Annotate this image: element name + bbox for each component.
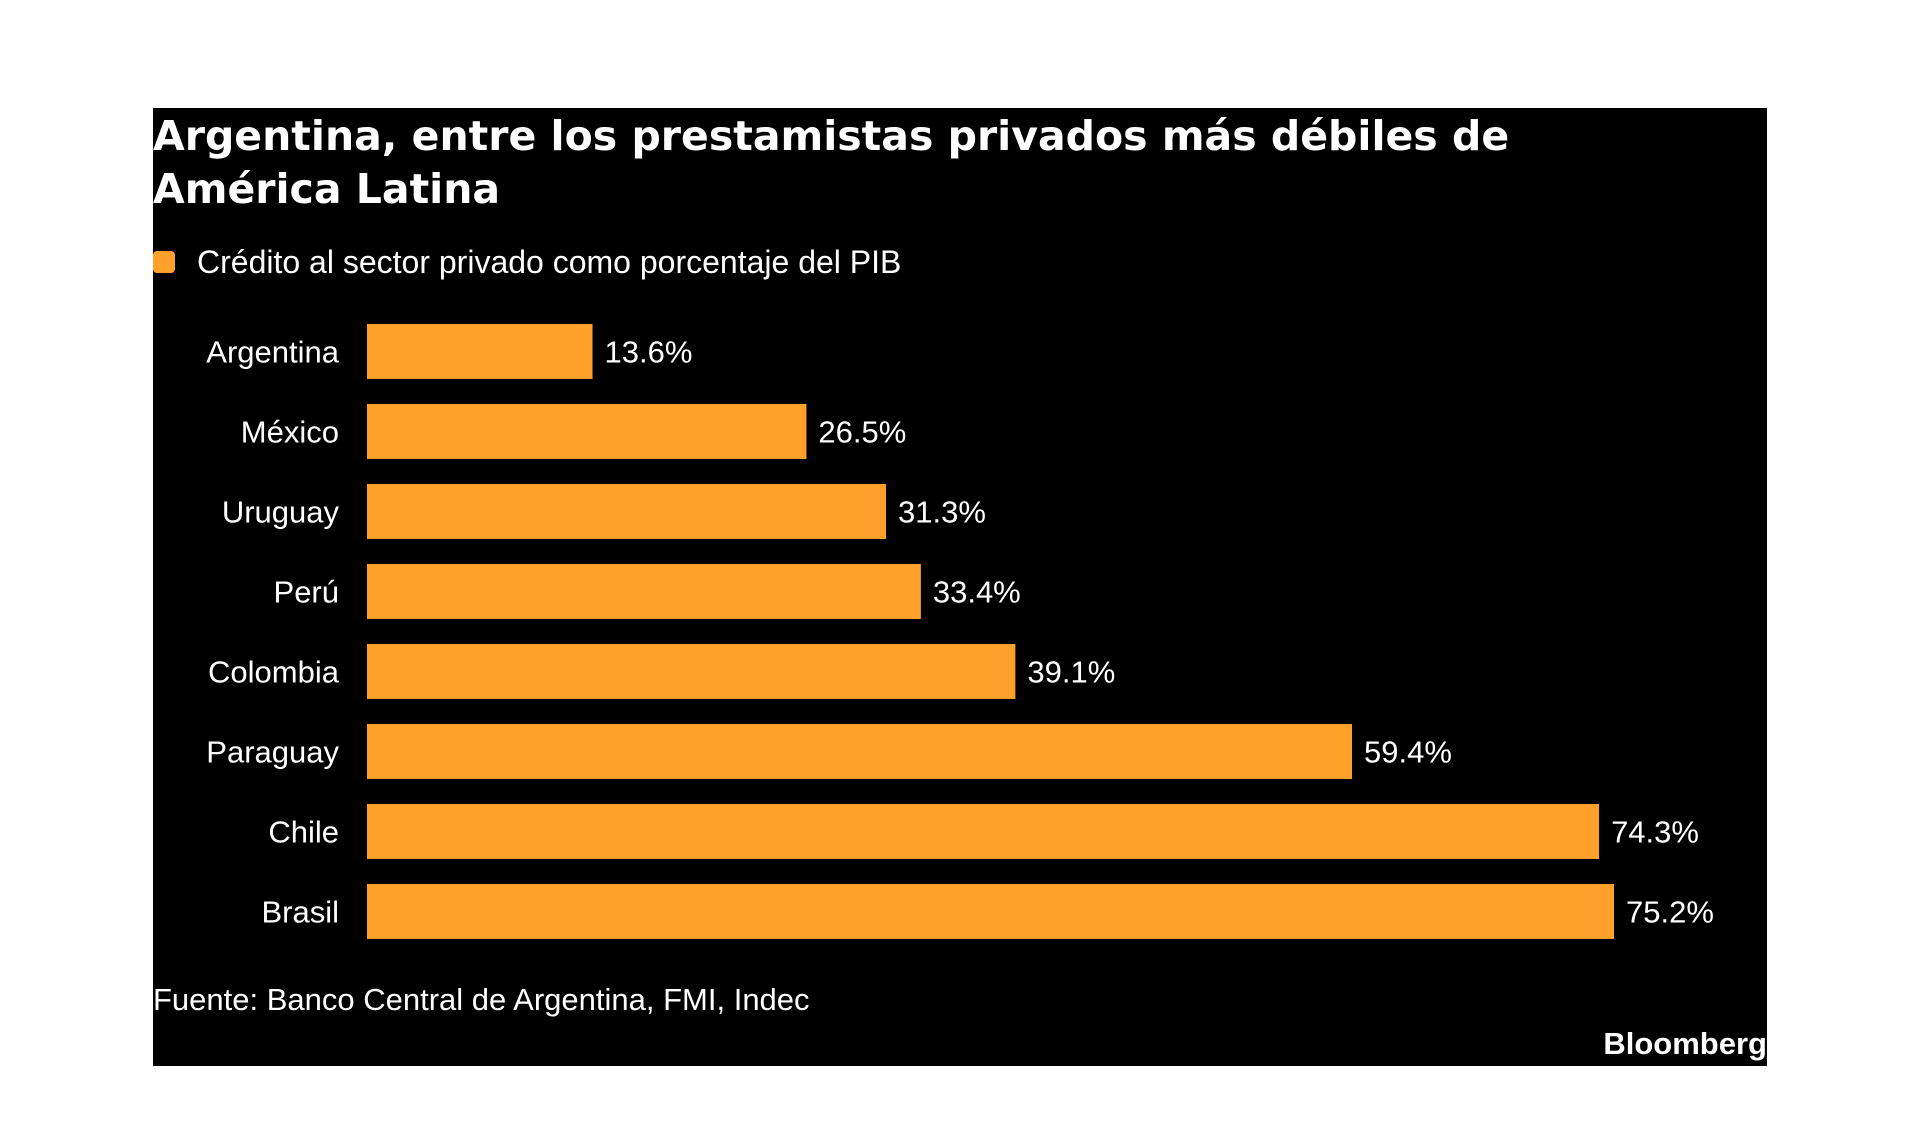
data-label: 39.1% bbox=[1027, 655, 1115, 690]
bar-perú bbox=[367, 564, 921, 619]
bar-brasil bbox=[367, 884, 1614, 939]
data-label: 59.4% bbox=[1364, 735, 1452, 770]
data-label: 33.4% bbox=[933, 575, 1021, 610]
legend-swatch bbox=[153, 251, 175, 273]
category-label: Perú bbox=[274, 575, 339, 610]
chart-title: Argentina, entre los prestamistas privad… bbox=[153, 112, 1510, 213]
legend-label: Crédito al sector privado como porcentaj… bbox=[197, 243, 902, 280]
data-label: 13.6% bbox=[605, 335, 693, 370]
data-label: 31.3% bbox=[898, 495, 986, 530]
category-label: Chile bbox=[268, 815, 339, 850]
bar-méxico bbox=[367, 404, 807, 459]
category-label: México bbox=[241, 415, 339, 450]
bloomberg-logo: Bloomberg bbox=[1603, 1026, 1767, 1061]
data-label: 75.2% bbox=[1626, 895, 1714, 930]
bar-colombia bbox=[367, 644, 1016, 699]
category-label: Paraguay bbox=[206, 735, 339, 770]
data-label: 26.5% bbox=[818, 415, 906, 450]
bar-uruguay bbox=[367, 484, 887, 539]
legend: Crédito al sector privado como porcentaj… bbox=[153, 244, 901, 280]
data-label: 74.3% bbox=[1611, 815, 1699, 850]
source-note: Fuente: Banco Central de Argentina, FMI,… bbox=[153, 982, 810, 1017]
bar-argentina bbox=[367, 324, 593, 379]
bar-chile bbox=[367, 804, 1600, 859]
category-label: Brasil bbox=[261, 895, 339, 930]
bar-paraguay bbox=[367, 724, 1352, 779]
category-label: Colombia bbox=[208, 655, 340, 690]
category-label: Argentina bbox=[206, 335, 339, 370]
category-label: Uruguay bbox=[222, 495, 340, 530]
